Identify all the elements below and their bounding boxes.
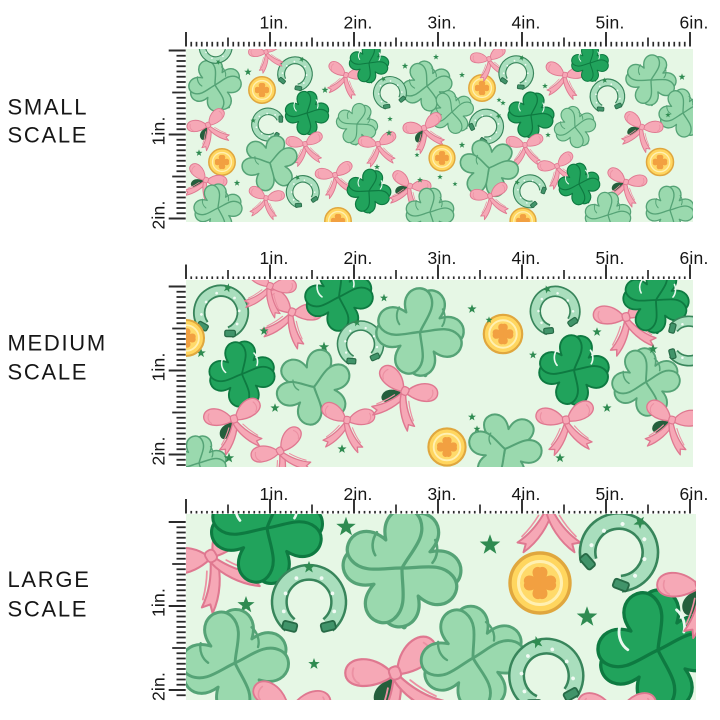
svg-text:3in.: 3in. xyxy=(427,248,456,268)
svg-text:6in.: 6in. xyxy=(679,13,708,33)
svg-text:3in.: 3in. xyxy=(427,484,456,504)
svg-text:2in.: 2in. xyxy=(149,672,169,701)
svg-text:2in.: 2in. xyxy=(343,248,372,268)
svg-text:2in.: 2in. xyxy=(343,13,372,33)
svg-text:5in.: 5in. xyxy=(595,484,624,504)
svg-text:1in.: 1in. xyxy=(149,116,169,145)
svg-text:MEDIUM: MEDIUM xyxy=(8,331,107,356)
svg-text:2in.: 2in. xyxy=(149,436,169,465)
svg-text:4in.: 4in. xyxy=(511,248,540,268)
svg-text:6in.: 6in. xyxy=(679,248,708,268)
svg-text:1in.: 1in. xyxy=(259,484,288,504)
svg-text:5in.: 5in. xyxy=(595,248,624,268)
svg-text:LARGE: LARGE xyxy=(8,567,91,592)
svg-text:1in.: 1in. xyxy=(259,13,288,33)
svg-text:SCALE: SCALE xyxy=(8,123,89,148)
svg-text:2in.: 2in. xyxy=(343,484,372,504)
svg-text:6in.: 6in. xyxy=(679,484,708,504)
svg-text:5in.: 5in. xyxy=(595,13,624,33)
svg-text:1in.: 1in. xyxy=(259,248,288,268)
svg-text:1in.: 1in. xyxy=(149,588,169,617)
svg-text:3in.: 3in. xyxy=(427,13,456,33)
svg-text:4in.: 4in. xyxy=(511,13,540,33)
svg-text:SMALL: SMALL xyxy=(8,95,89,120)
svg-text:2in.: 2in. xyxy=(149,200,169,229)
svg-text:4in.: 4in. xyxy=(511,484,540,504)
svg-text:SCALE: SCALE xyxy=(8,597,89,622)
svg-text:1in.: 1in. xyxy=(149,352,169,381)
svg-text:SCALE: SCALE xyxy=(8,360,89,385)
